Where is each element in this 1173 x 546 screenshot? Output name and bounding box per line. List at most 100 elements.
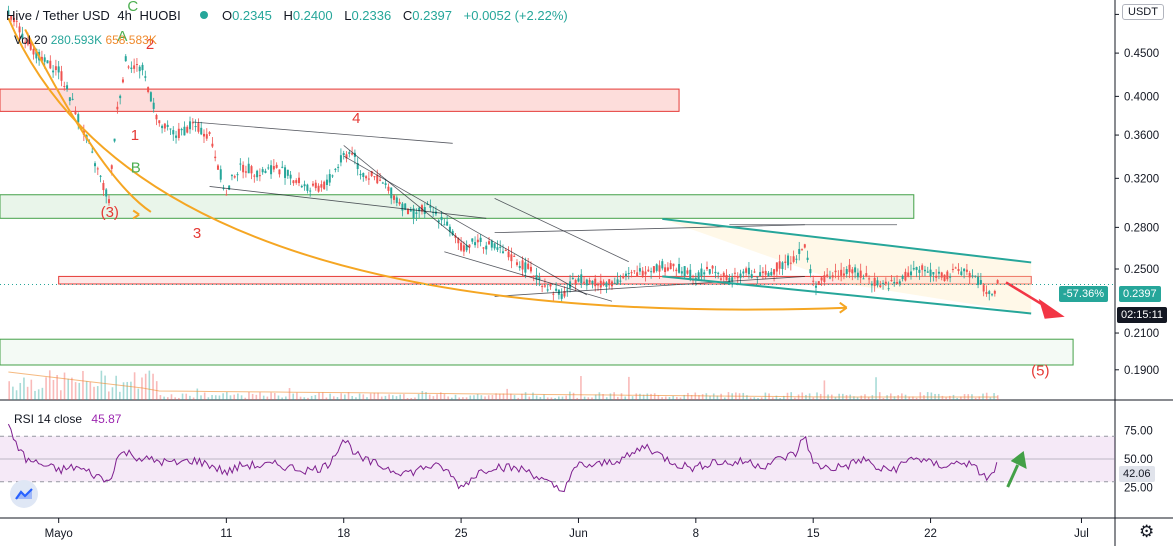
candle-body: [404, 203, 407, 210]
candle-body: [110, 165, 113, 169]
volume-bar: [133, 372, 136, 400]
candle-body: [672, 263, 675, 267]
candle-body: [186, 126, 189, 133]
volume-bar: [303, 397, 306, 400]
volume-bar: [897, 395, 899, 400]
candle-body: [876, 280, 879, 286]
candle-body: [10, 15, 13, 20]
close-label: C: [402, 8, 413, 23]
volume-bar: [384, 395, 387, 400]
volume-bar: [414, 397, 416, 400]
candle-body: [750, 274, 753, 278]
date-tick-label: 11: [220, 528, 232, 540]
volume-bar: [259, 392, 261, 400]
candle-body: [420, 205, 423, 212]
candle-body: [971, 275, 974, 277]
candle-body: [597, 284, 600, 286]
volume-bar: [974, 397, 977, 400]
candle-body: [890, 280, 893, 282]
volume-bar: [203, 392, 206, 400]
candle-body: [683, 266, 686, 277]
volume-bar: [996, 395, 999, 400]
volume-bar: [687, 392, 689, 400]
tradingview-logo-icon[interactable]: [10, 480, 38, 508]
candle-body: [24, 41, 27, 43]
candle-body: [116, 106, 119, 110]
volume-bar: [355, 397, 357, 400]
axis-layer[interactable]: 0.50000.45000.40000.36000.32000.28000.25…: [0, 9, 1159, 540]
candle-body: [655, 264, 658, 271]
volume-bar: [189, 395, 191, 400]
candle-body: [493, 243, 496, 249]
currency-button[interactable]: USDT: [1122, 4, 1164, 20]
volume-bar: [609, 393, 612, 400]
candle-body: [907, 272, 910, 277]
candle-body: [974, 275, 977, 277]
candle-body: [384, 183, 387, 185]
candle-body: [580, 274, 583, 284]
volume-bar: [240, 395, 243, 400]
candle-body: [261, 169, 264, 173]
candle-body: [60, 71, 63, 81]
candle-body: [365, 176, 368, 179]
volume-bar: [875, 377, 877, 400]
candle-body: [387, 186, 390, 191]
interval-label[interactable]: 4h: [117, 8, 132, 23]
volume-bar: [672, 395, 674, 400]
volume-bar: [63, 372, 66, 400]
candle-body: [228, 185, 231, 190]
volume-bar: [631, 396, 634, 400]
volume-legend[interactable]: Vol 20 280.593K 658.583K: [14, 33, 157, 47]
candle-body: [367, 178, 370, 180]
candle-body: [448, 226, 451, 232]
candle-body: [761, 271, 764, 274]
resistance-zone: [0, 88, 680, 112]
settings-gear-icon[interactable]: ⚙: [1139, 522, 1155, 541]
candle-body: [325, 179, 328, 185]
price-tick-label: 0.4500: [1124, 48, 1159, 60]
bar-countdown-badge: 02:15:11: [1117, 307, 1168, 323]
volume-bar: [211, 395, 213, 400]
volume-bar: [37, 389, 40, 400]
candle-body: [105, 189, 108, 197]
candle-body: [608, 279, 611, 286]
candle-body: [910, 271, 913, 276]
volume-bar: [126, 381, 129, 400]
candle-body: [552, 293, 555, 295]
candle-body: [205, 134, 208, 139]
volume-bar: [912, 396, 914, 400]
candle-body: [144, 76, 147, 78]
candle-body: [138, 66, 141, 72]
volume-bar: [513, 395, 516, 400]
volume-bar: [720, 393, 722, 400]
volume-bar: [244, 397, 247, 400]
volume-bar: [476, 393, 479, 400]
volume-bar: [949, 395, 951, 400]
open-value: 0.2345: [232, 8, 272, 23]
candle-body: [426, 204, 429, 206]
candle-body: [219, 169, 222, 180]
candle-body: [267, 167, 270, 169]
volume-bar: [679, 397, 682, 400]
volume-bar: [639, 393, 641, 400]
volume-bar: [583, 396, 586, 400]
candle-body: [926, 271, 929, 273]
symbol-title[interactable]: Hive / Tether USD: [6, 8, 110, 23]
candle-body: [320, 184, 323, 188]
candle-body: [216, 165, 219, 170]
candle-body: [700, 268, 703, 277]
rsi-legend[interactable]: RSI 14 close 45.87: [14, 412, 121, 426]
volume-bar: [458, 397, 461, 400]
candle-body: [300, 185, 303, 188]
candle-body: [250, 166, 253, 174]
candle-body: [826, 274, 829, 277]
volume-bar: [676, 396, 678, 400]
volume-bar: [797, 394, 800, 400]
candle-body: [309, 190, 312, 192]
volume-bar: [451, 397, 453, 400]
volume-bar: [853, 396, 855, 400]
candle-body: [960, 271, 963, 276]
candle-body: [633, 270, 636, 272]
